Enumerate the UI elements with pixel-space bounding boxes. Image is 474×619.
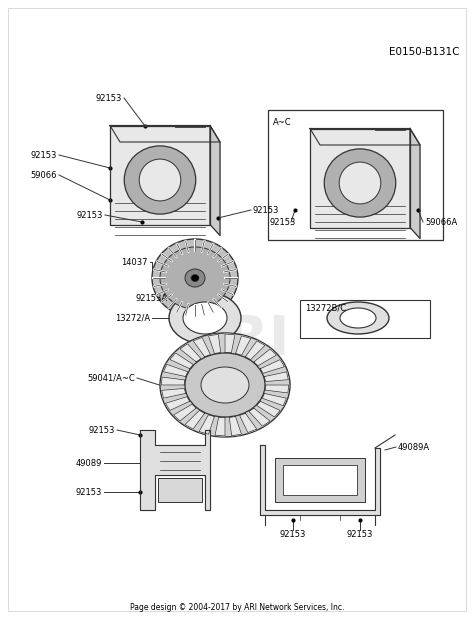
- Ellipse shape: [185, 353, 265, 417]
- Text: ARI: ARI: [184, 313, 290, 367]
- Polygon shape: [180, 344, 201, 362]
- Polygon shape: [260, 445, 380, 515]
- Polygon shape: [162, 388, 186, 398]
- Bar: [268, 110, 443, 240]
- Polygon shape: [210, 126, 220, 235]
- Polygon shape: [229, 417, 241, 436]
- Bar: [300, 300, 430, 338]
- Polygon shape: [164, 364, 188, 376]
- Polygon shape: [310, 129, 410, 228]
- Ellipse shape: [183, 302, 227, 334]
- Polygon shape: [193, 337, 210, 357]
- Ellipse shape: [201, 367, 249, 403]
- Text: 92153: 92153: [76, 488, 102, 496]
- Text: 59066A: 59066A: [425, 217, 457, 227]
- Polygon shape: [257, 401, 280, 417]
- Polygon shape: [165, 397, 190, 410]
- Polygon shape: [170, 353, 193, 369]
- Polygon shape: [209, 334, 221, 353]
- Text: 92153: 92153: [96, 93, 122, 103]
- Polygon shape: [215, 417, 225, 436]
- Polygon shape: [310, 129, 420, 145]
- Text: 14037: 14037: [121, 258, 148, 267]
- Text: 92153: 92153: [270, 217, 296, 227]
- Polygon shape: [264, 372, 288, 381]
- Text: 92153: 92153: [31, 150, 57, 160]
- Ellipse shape: [191, 274, 199, 282]
- Polygon shape: [240, 413, 257, 433]
- Ellipse shape: [139, 159, 181, 201]
- Text: A~C: A~C: [273, 118, 292, 126]
- Bar: [158, 478, 202, 502]
- Ellipse shape: [324, 149, 396, 217]
- Text: 49089: 49089: [76, 459, 102, 467]
- Polygon shape: [110, 126, 220, 142]
- Text: 92153: 92153: [280, 530, 306, 539]
- Polygon shape: [173, 404, 196, 421]
- Ellipse shape: [152, 239, 238, 317]
- Text: 59041/A~C: 59041/A~C: [87, 373, 135, 383]
- Ellipse shape: [339, 162, 381, 204]
- Text: 92153A: 92153A: [136, 293, 168, 303]
- Polygon shape: [236, 335, 251, 355]
- Text: 92153: 92153: [347, 530, 373, 539]
- Polygon shape: [225, 334, 235, 353]
- Bar: [283, 465, 357, 495]
- Text: 59066: 59066: [30, 170, 57, 180]
- Text: 13272/A: 13272/A: [115, 313, 150, 322]
- Text: 49089A: 49089A: [398, 443, 430, 451]
- Ellipse shape: [340, 308, 376, 328]
- Ellipse shape: [169, 292, 241, 344]
- Polygon shape: [254, 349, 276, 366]
- Polygon shape: [410, 129, 420, 238]
- Polygon shape: [246, 341, 265, 360]
- Ellipse shape: [160, 333, 290, 437]
- Polygon shape: [140, 430, 210, 510]
- Polygon shape: [199, 415, 214, 434]
- Text: 13272B/C: 13272B/C: [305, 303, 346, 312]
- Text: E0150-B131C: E0150-B131C: [390, 47, 460, 57]
- Bar: [275, 458, 365, 502]
- Polygon shape: [110, 126, 210, 225]
- Polygon shape: [185, 410, 205, 429]
- Polygon shape: [265, 385, 289, 393]
- Ellipse shape: [124, 146, 196, 214]
- Ellipse shape: [160, 247, 230, 309]
- Text: Page design © 2004-2017 by ARI Network Services, Inc.: Page design © 2004-2017 by ARI Network S…: [130, 604, 344, 612]
- Polygon shape: [161, 377, 185, 385]
- Ellipse shape: [185, 269, 205, 287]
- Text: 92153: 92153: [77, 210, 103, 220]
- Text: 92153: 92153: [253, 206, 279, 215]
- Ellipse shape: [327, 302, 389, 334]
- Polygon shape: [249, 408, 270, 426]
- Text: 92153: 92153: [89, 425, 115, 435]
- Polygon shape: [262, 394, 286, 405]
- Polygon shape: [260, 360, 284, 373]
